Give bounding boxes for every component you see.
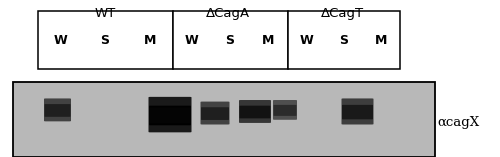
Text: S: S: [226, 34, 234, 46]
Text: W: W: [300, 34, 313, 46]
FancyBboxPatch shape: [240, 106, 270, 118]
Text: WT: WT: [94, 7, 116, 20]
Text: S: S: [339, 34, 348, 46]
FancyBboxPatch shape: [44, 104, 70, 117]
Text: W: W: [53, 34, 67, 46]
Text: W: W: [185, 34, 198, 46]
FancyBboxPatch shape: [149, 106, 191, 125]
FancyBboxPatch shape: [273, 100, 297, 120]
Text: ΔCagT: ΔCagT: [321, 7, 364, 20]
FancyBboxPatch shape: [274, 105, 296, 116]
FancyBboxPatch shape: [44, 98, 71, 121]
FancyBboxPatch shape: [150, 108, 190, 123]
FancyBboxPatch shape: [172, 11, 288, 69]
Text: M: M: [144, 34, 156, 46]
Text: M: M: [262, 34, 274, 46]
FancyBboxPatch shape: [342, 98, 374, 125]
FancyBboxPatch shape: [288, 11, 400, 69]
FancyBboxPatch shape: [200, 102, 230, 125]
FancyBboxPatch shape: [148, 97, 192, 132]
FancyBboxPatch shape: [239, 100, 271, 123]
FancyBboxPatch shape: [12, 82, 435, 157]
Text: αcagX: αcagX: [438, 116, 480, 129]
FancyBboxPatch shape: [38, 11, 172, 69]
FancyBboxPatch shape: [201, 107, 229, 120]
Text: S: S: [100, 34, 110, 46]
Text: M: M: [375, 34, 388, 46]
Text: ΔCagA: ΔCagA: [206, 7, 250, 20]
FancyBboxPatch shape: [342, 105, 373, 119]
